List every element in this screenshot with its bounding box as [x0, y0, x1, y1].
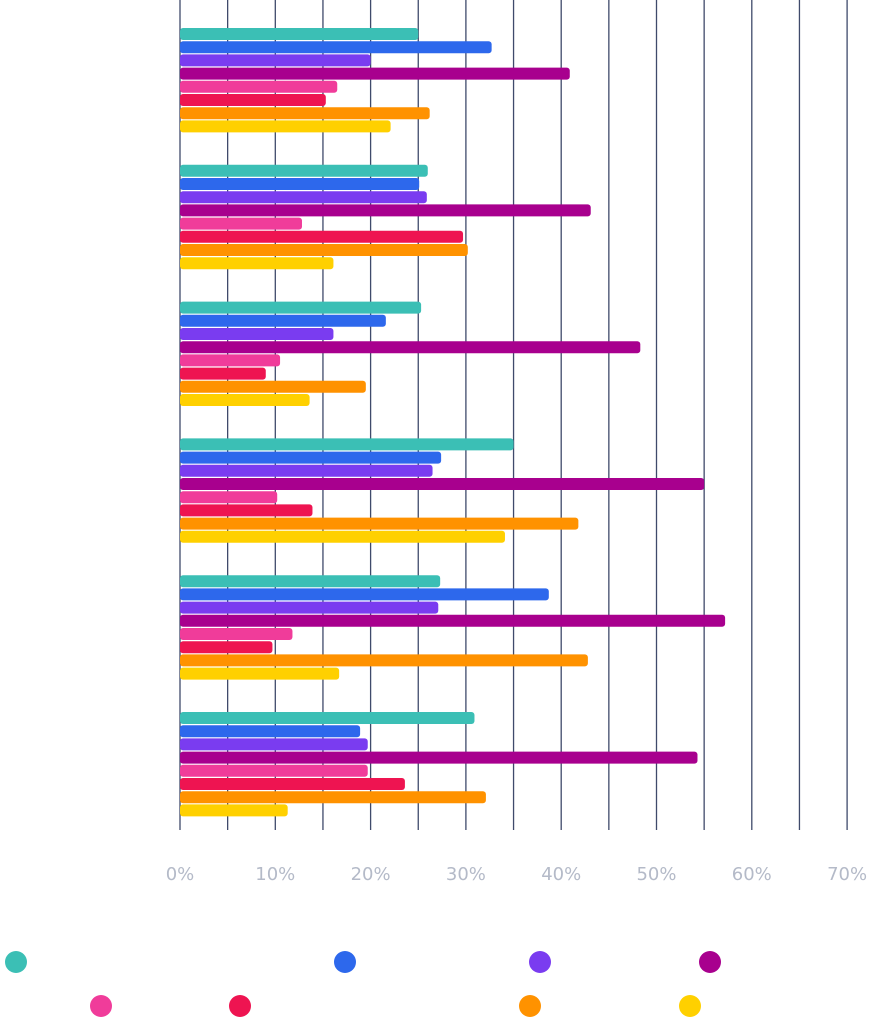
- legend-marker-icon: [529, 951, 551, 973]
- bar: [180, 778, 405, 790]
- legend-marker-icon: [679, 995, 701, 1017]
- bar: [180, 751, 698, 764]
- bar: [180, 67, 570, 80]
- legend-marker-icon: [5, 951, 27, 973]
- bar: [180, 354, 281, 367]
- bar: [180, 394, 310, 406]
- bar-chart: 0% 10% 20% 30% 40% 50% 60% 70%: [166, 0, 867, 885]
- bar: [180, 204, 591, 217]
- x-tick-label: 30%: [446, 864, 486, 885]
- bar: [180, 54, 371, 67]
- bar: [180, 491, 278, 504]
- bar: [180, 725, 361, 738]
- bar: [180, 588, 549, 601]
- bar: [180, 107, 430, 120]
- legend-marker-icon: [699, 951, 721, 973]
- legend-marker-icon: [229, 995, 251, 1017]
- bar: [180, 191, 427, 204]
- x-axis-ticks: 0% 10% 20% 30% 40% 50% 60% 70%: [166, 864, 867, 885]
- bar: [180, 328, 334, 340]
- bar: [180, 614, 726, 627]
- bar: [180, 164, 428, 177]
- bar: [180, 641, 273, 654]
- bar: [180, 380, 366, 393]
- bar: [180, 804, 288, 817]
- legend-marker-icon: [334, 951, 356, 973]
- bar: [180, 178, 420, 190]
- bar: [180, 575, 441, 588]
- bar: [180, 94, 326, 106]
- bar-category-group: [180, 301, 641, 406]
- bar: [180, 120, 391, 133]
- bar-group: [180, 28, 726, 817]
- bar: [180, 341, 641, 354]
- x-tick-label: 10%: [255, 864, 295, 885]
- bar-category-group: [180, 712, 698, 817]
- bar: [180, 80, 338, 93]
- bar: [180, 517, 579, 530]
- x-tick-label: 40%: [541, 864, 581, 885]
- bar: [180, 41, 492, 54]
- legend-marker-icon: [90, 995, 112, 1017]
- bar: [180, 791, 486, 804]
- x-tick-label: 0%: [166, 864, 195, 885]
- legend-marker-icon: [519, 995, 541, 1017]
- bar: [180, 504, 313, 517]
- bar-category-group: [180, 164, 591, 270]
- bar: [180, 628, 293, 640]
- bar-category-group: [180, 438, 705, 543]
- bar: [180, 28, 419, 40]
- bar: [180, 601, 439, 614]
- bar: [180, 764, 368, 777]
- bar: [180, 530, 505, 543]
- x-tick-label: 20%: [351, 864, 391, 885]
- bar: [180, 712, 475, 724]
- bar: [180, 257, 334, 270]
- legend: [0, 940, 889, 1024]
- x-tick-label: 60%: [732, 864, 772, 885]
- bar-category-group: [180, 575, 726, 680]
- bar: [180, 438, 514, 451]
- bar: [180, 367, 266, 380]
- bar: [180, 654, 588, 667]
- bar: [180, 478, 705, 490]
- bar: [180, 314, 386, 327]
- bar: [180, 451, 442, 464]
- bar: [180, 464, 433, 477]
- bar: [180, 667, 340, 680]
- gridlines: [179, 0, 848, 830]
- bar: [180, 244, 468, 256]
- bar: [180, 301, 422, 314]
- bar: [180, 217, 302, 230]
- bar: [180, 230, 464, 243]
- x-tick-label: 70%: [827, 864, 867, 885]
- x-tick-label: 50%: [636, 864, 676, 885]
- bar: [180, 738, 368, 751]
- bar-category-group: [180, 28, 570, 133]
